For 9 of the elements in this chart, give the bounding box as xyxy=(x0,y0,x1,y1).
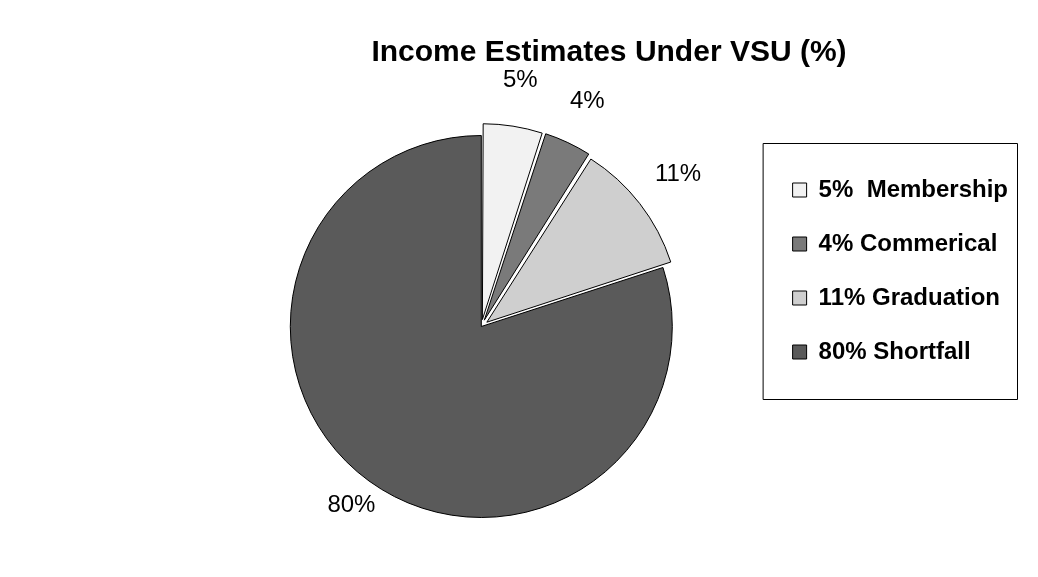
legend-label: 11% Graduation xyxy=(818,282,1000,310)
data-label: 5% xyxy=(502,65,538,93)
chart-title: Income Estimates Under VSU (%) xyxy=(371,34,847,68)
legend-label: 4% Commerical xyxy=(818,228,998,256)
legend-label: 80% Shortfall xyxy=(818,336,971,364)
legend-label: 5% Membership xyxy=(818,174,1008,202)
data-label: 4% xyxy=(569,85,605,113)
data-label: 11% xyxy=(654,158,702,186)
data-label: 80% xyxy=(327,489,376,517)
